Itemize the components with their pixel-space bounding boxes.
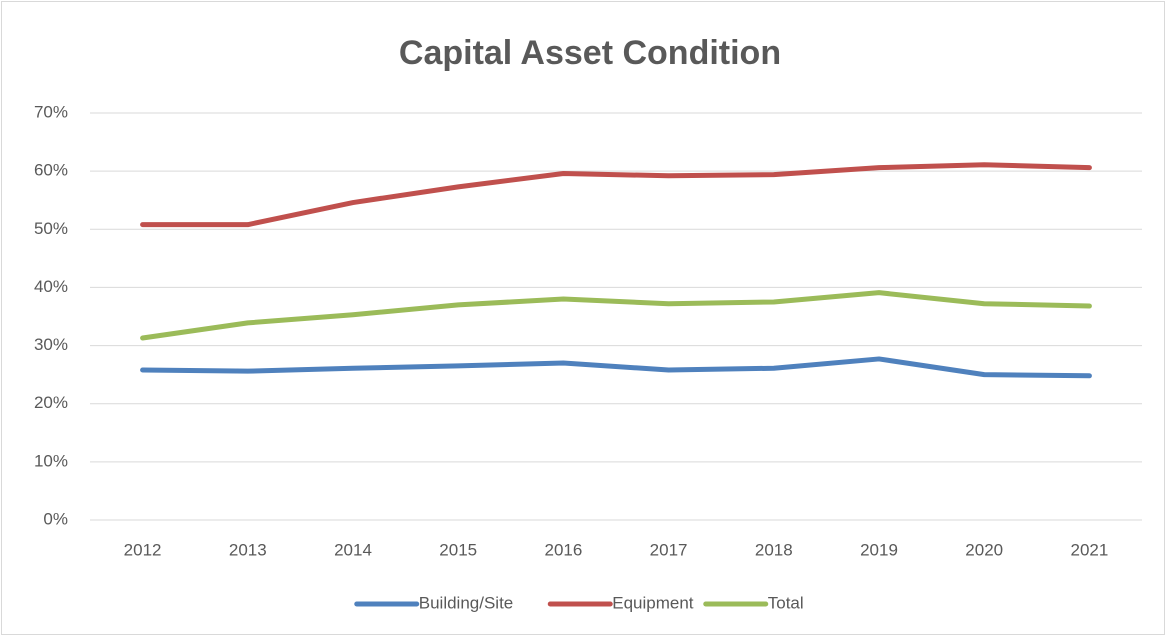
x-tick-label: 2013 [229, 540, 267, 559]
y-tick-label: 50% [34, 219, 68, 238]
y-tick-label: 60% [34, 161, 68, 180]
y-tick-label: 20% [34, 393, 68, 412]
x-tick-label: 2012 [124, 540, 162, 559]
legend-label: Equipment [612, 593, 694, 612]
y-tick-label: 40% [34, 277, 68, 296]
line-series [140, 356, 1092, 379]
line-series [140, 290, 1092, 341]
y-tick-label: 0% [43, 509, 68, 528]
line-series [140, 162, 1092, 228]
x-tick-label: 2015 [439, 540, 477, 559]
legend-label: Building/Site [419, 593, 514, 612]
chart-title: Capital Asset Condition [399, 34, 781, 72]
x-tick-label: 2021 [1070, 540, 1108, 559]
x-tick-label: 2017 [650, 540, 688, 559]
y-tick-label: 30% [34, 335, 68, 354]
x-tick-label: 2019 [860, 540, 898, 559]
x-tick-label: 2014 [334, 540, 372, 559]
x-tick-label: 2016 [544, 540, 582, 559]
x-tick-label: 2018 [755, 540, 793, 559]
y-tick-label: 70% [34, 102, 68, 121]
y-tick-label: 10% [34, 451, 68, 470]
legend-label: Total [768, 593, 804, 612]
x-tick-label: 2020 [965, 540, 1003, 559]
